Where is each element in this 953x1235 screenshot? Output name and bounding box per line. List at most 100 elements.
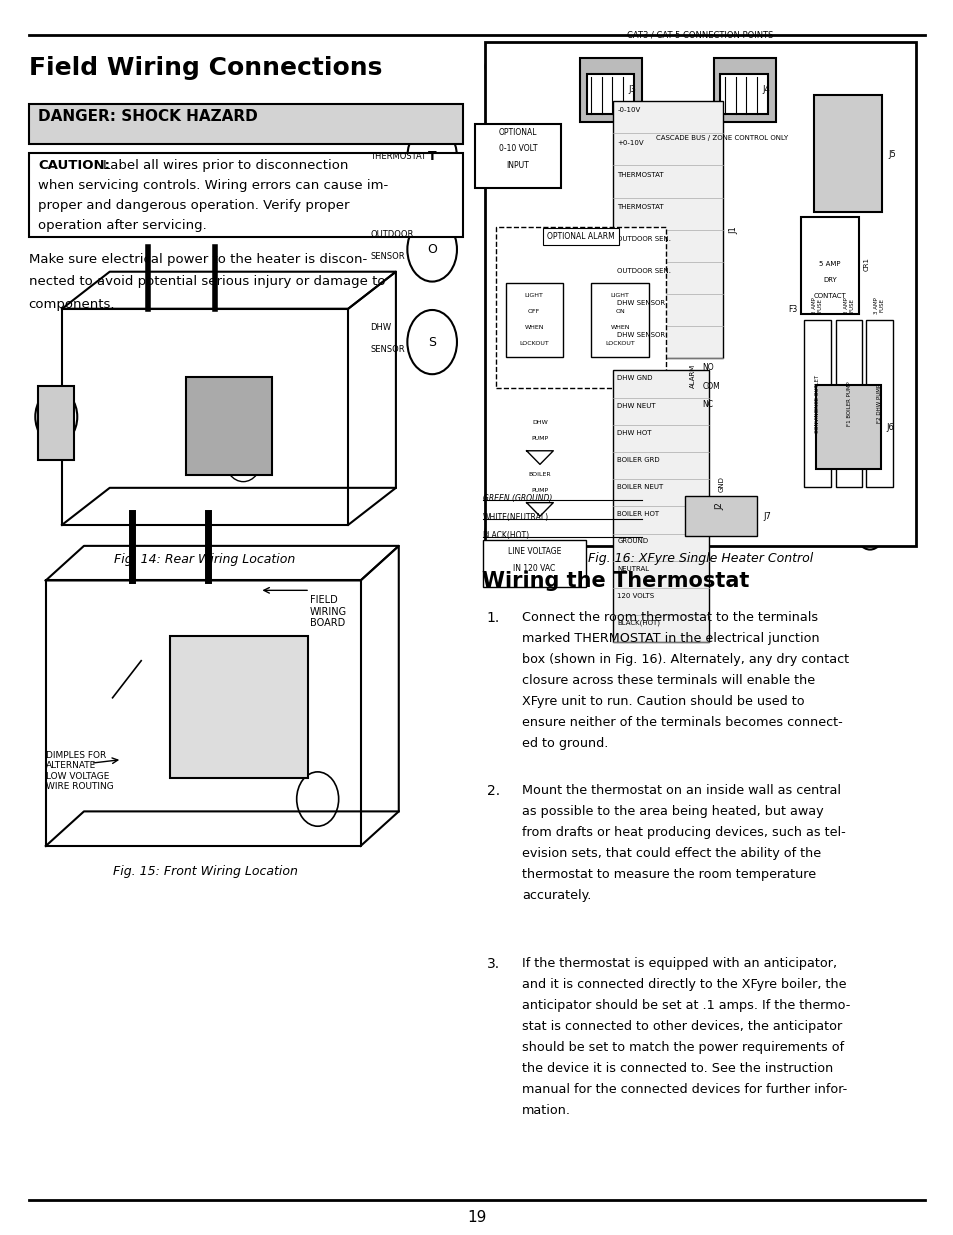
Circle shape	[821, 182, 839, 204]
Circle shape	[690, 482, 698, 492]
Circle shape	[513, 400, 566, 469]
Text: proper and dangerous operation. Verify proper: proper and dangerous operation. Verify p…	[38, 199, 350, 212]
FancyBboxPatch shape	[865, 320, 892, 487]
Circle shape	[407, 217, 456, 282]
FancyBboxPatch shape	[475, 124, 560, 188]
Text: GROUND: GROUND	[617, 538, 648, 545]
Circle shape	[821, 112, 839, 135]
Text: components.: components.	[29, 298, 115, 311]
Text: NEUTRAL: NEUTRAL	[617, 566, 649, 572]
FancyBboxPatch shape	[813, 95, 882, 212]
Text: THERMOSTAT: THERMOSTAT	[617, 172, 663, 178]
Text: when servicing controls. Wiring errors can cause im-: when servicing controls. Wiring errors c…	[38, 179, 388, 193]
Text: THERMOSTAT: THERMOSTAT	[617, 204, 663, 210]
Text: 3 AMP
FUSE: 3 AMP FUSE	[811, 296, 822, 314]
FancyBboxPatch shape	[613, 101, 722, 358]
Text: BLACK(HOT): BLACK(HOT)	[482, 531, 529, 540]
Circle shape	[821, 147, 839, 169]
Text: 19: 19	[467, 1210, 486, 1225]
Circle shape	[822, 431, 840, 453]
Text: O: O	[427, 243, 436, 256]
FancyBboxPatch shape	[586, 74, 634, 114]
Text: BOILER NEUT: BOILER NEUT	[617, 484, 662, 490]
Text: anticipator should be set at .1 amps. If the thermo-: anticipator should be set at .1 amps. If…	[521, 999, 849, 1013]
FancyBboxPatch shape	[579, 58, 641, 122]
Text: closure across these terminals will enable the: closure across these terminals will enab…	[521, 674, 814, 688]
Circle shape	[714, 482, 721, 492]
Text: F1 BOILER PUMP: F1 BOILER PUMP	[845, 382, 851, 426]
Text: +0-10V: +0-10V	[617, 140, 643, 146]
Text: as possible to the area being heated, but away: as possible to the area being heated, bu…	[521, 805, 822, 819]
Text: 3.: 3.	[486, 957, 499, 971]
FancyBboxPatch shape	[613, 370, 708, 642]
Circle shape	[850, 182, 867, 204]
Text: Label all wires prior to disconnection: Label all wires prior to disconnection	[103, 159, 348, 173]
Text: Connect the room thermostat to the terminals: Connect the room thermostat to the termi…	[521, 611, 817, 625]
Text: 3 AMP
FUSE: 3 AMP FUSE	[842, 296, 854, 314]
Text: BOILER HOT: BOILER HOT	[617, 511, 659, 517]
Text: ALARM: ALARM	[689, 363, 695, 388]
FancyBboxPatch shape	[496, 227, 665, 388]
Text: OUTDOOR SEN.: OUTDOOR SEN.	[617, 268, 671, 274]
FancyBboxPatch shape	[801, 217, 858, 314]
Circle shape	[224, 432, 262, 482]
Text: evision sets, that could effect the ability of the: evision sets, that could effect the abil…	[521, 847, 821, 861]
Text: should be set to match the power requirements of: should be set to match the power require…	[521, 1041, 843, 1055]
FancyBboxPatch shape	[835, 320, 862, 487]
Text: and it is connected directly to the XFyre boiler, the: and it is connected directly to the XFyr…	[521, 978, 845, 992]
Text: J3: J3	[628, 85, 636, 94]
FancyBboxPatch shape	[482, 540, 585, 587]
Text: PUMP: PUMP	[531, 488, 548, 493]
Text: DHW: DHW	[532, 420, 547, 425]
Text: S: S	[428, 336, 436, 348]
Text: DANGER: SHOCK HAZARD: DANGER: SHOCK HAZARD	[38, 109, 257, 124]
Text: Fig. 14: Rear Wiring Location: Fig. 14: Rear Wiring Location	[114, 553, 295, 567]
Text: BOILER: BOILER	[528, 472, 551, 477]
Text: CAUTION:: CAUTION:	[38, 159, 110, 173]
Text: CONTACT: CONTACT	[813, 294, 845, 299]
Text: thermostat to measure the room temperature: thermostat to measure the room temperatu…	[521, 868, 815, 882]
Text: T: T	[427, 151, 436, 163]
Circle shape	[851, 396, 868, 419]
Text: DHW SENSOR: DHW SENSOR	[617, 332, 664, 338]
Text: the device it is connected to. See the instruction: the device it is connected to. See the i…	[521, 1062, 832, 1076]
Text: Fig. 16: XFyre Single Heater Control: Fig. 16: XFyre Single Heater Control	[587, 552, 812, 566]
FancyBboxPatch shape	[720, 74, 767, 114]
Text: THERMOSTAT: THERMOSTAT	[370, 152, 426, 162]
Circle shape	[407, 310, 456, 374]
Text: DRY: DRY	[822, 278, 836, 283]
FancyBboxPatch shape	[186, 377, 272, 475]
FancyBboxPatch shape	[815, 385, 880, 469]
Text: XFyre unit to run. Caution should be used to: XFyre unit to run. Caution should be use…	[521, 695, 803, 709]
Text: J1: J1	[729, 226, 738, 233]
Text: LOCKOUT: LOCKOUT	[604, 341, 635, 346]
Text: CASCADE BUS / ZONE CONTROL ONLY: CASCADE BUS / ZONE CONTROL ONLY	[655, 135, 787, 141]
Text: DHW HOT: DHW HOT	[617, 430, 651, 436]
Text: 120 VOLTS: 120 VOLTS	[617, 593, 654, 599]
Text: operation after servicing.: operation after servicing.	[38, 219, 207, 232]
FancyBboxPatch shape	[713, 58, 775, 122]
Text: 3 AMP
FUSE: 3 AMP FUSE	[873, 296, 884, 314]
Text: NO: NO	[701, 363, 713, 372]
Text: box (shown in Fig. 16). Alternately, any dry contact: box (shown in Fig. 16). Alternately, any…	[521, 653, 848, 667]
FancyBboxPatch shape	[38, 385, 74, 461]
Text: WHEN: WHEN	[524, 325, 543, 330]
Text: GND: GND	[718, 475, 723, 492]
Text: If the thermostat is equipped with an anticipator,: If the thermostat is equipped with an an…	[521, 957, 836, 971]
Text: J2: J2	[715, 503, 723, 510]
Text: PUMP: PUMP	[531, 436, 548, 441]
Text: DIMPLES FOR
ALTERNATE
LOW VOLTAGE
WIRE ROUTING: DIMPLES FOR ALTERNATE LOW VOLTAGE WIRE R…	[46, 751, 113, 792]
Text: CR1: CR1	[862, 257, 868, 272]
Text: OFF: OFF	[528, 309, 539, 314]
Text: DHW: DHW	[370, 322, 391, 332]
Text: INPUT: INPUT	[506, 161, 529, 169]
Text: LINE VOLTAGE: LINE VOLTAGE	[507, 547, 560, 556]
Text: LOCKOUT: LOCKOUT	[518, 341, 549, 346]
Text: 2.: 2.	[486, 784, 499, 798]
Circle shape	[850, 112, 867, 135]
Text: Field Wiring Connections: Field Wiring Connections	[29, 56, 381, 79]
Text: Mount the thermostat on an inside wall as central: Mount the thermostat on an inside wall a…	[521, 784, 840, 798]
Text: OUTDOOR SEN.: OUTDOOR SEN.	[617, 236, 671, 242]
Text: SENSOR: SENSOR	[370, 252, 404, 262]
Text: IN 120 VAC: IN 120 VAC	[513, 564, 555, 573]
